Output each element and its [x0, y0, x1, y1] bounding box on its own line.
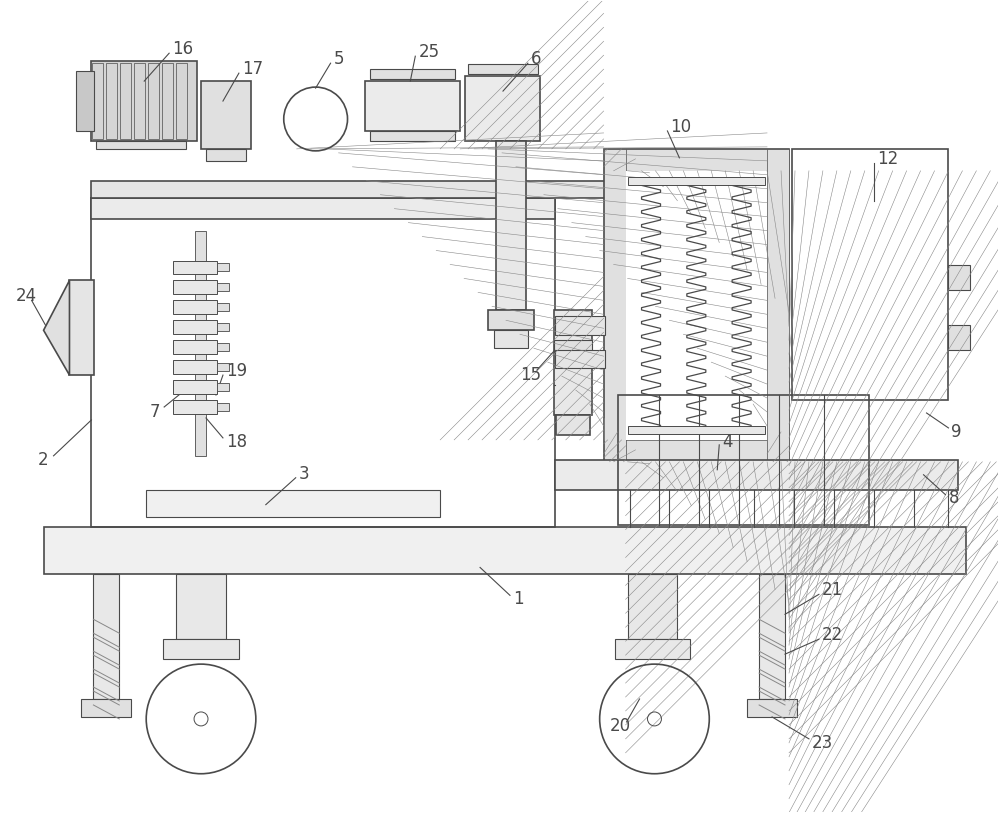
Bar [76, 72, 94, 131]
Text: 24: 24 [16, 287, 37, 306]
Bar [948, 325, 970, 350]
Text: 4: 4 [722, 433, 733, 451]
Bar [217, 284, 229, 291]
Text: 3: 3 [299, 465, 309, 483]
Text: 1: 1 [513, 590, 524, 608]
Bar [91, 61, 197, 141]
Bar [173, 260, 217, 275]
Bar [465, 76, 540, 141]
Bar [747, 699, 797, 717]
Bar [948, 266, 970, 290]
Bar [365, 81, 460, 131]
Bar [173, 380, 217, 394]
Text: 20: 20 [610, 717, 631, 735]
Bar [81, 699, 131, 717]
Bar [162, 63, 173, 139]
Bar [370, 69, 455, 79]
Text: 25: 25 [418, 43, 439, 61]
Bar [604, 149, 789, 462]
Bar [106, 63, 117, 139]
Bar [176, 63, 187, 139]
Text: 12: 12 [877, 150, 898, 167]
Bar [173, 280, 217, 294]
Polygon shape [44, 280, 69, 375]
Bar [628, 176, 765, 185]
Bar [173, 400, 217, 414]
Bar [217, 403, 229, 411]
Text: 7: 7 [149, 403, 160, 421]
Bar [148, 63, 159, 139]
Bar [628, 575, 677, 639]
Bar [217, 263, 229, 272]
Bar [604, 440, 789, 462]
Text: 9: 9 [951, 423, 962, 441]
Text: 23: 23 [812, 734, 833, 752]
Bar [201, 81, 251, 149]
Bar [44, 527, 966, 575]
Bar [92, 63, 103, 139]
Bar [554, 311, 592, 415]
Bar [217, 324, 229, 331]
Bar [468, 64, 538, 74]
Bar [615, 639, 690, 659]
Bar [91, 180, 671, 198]
Text: 10: 10 [670, 118, 692, 136]
Bar [767, 149, 789, 462]
Bar [176, 575, 226, 639]
Text: 5: 5 [334, 50, 344, 68]
Bar [370, 131, 455, 141]
Bar [556, 415, 590, 435]
Bar [69, 280, 94, 375]
Bar [488, 311, 534, 330]
Text: 21: 21 [822, 581, 843, 599]
Text: 2: 2 [38, 451, 48, 469]
Bar [173, 300, 217, 315]
Bar [555, 316, 605, 335]
Text: 17: 17 [242, 60, 263, 78]
Bar [496, 141, 526, 311]
Bar [173, 320, 217, 334]
Bar [96, 141, 186, 149]
Bar [217, 303, 229, 311]
Text: 19: 19 [226, 362, 247, 380]
Bar [555, 350, 605, 368]
Text: 16: 16 [172, 40, 193, 59]
Bar [555, 460, 958, 489]
Bar [91, 198, 555, 527]
Bar [120, 63, 131, 139]
Bar [494, 330, 528, 348]
Bar [217, 363, 229, 371]
Text: 8: 8 [948, 489, 959, 506]
Bar [206, 149, 246, 161]
Bar [93, 575, 119, 699]
Bar [217, 383, 229, 391]
Bar [173, 360, 217, 374]
Bar [91, 198, 555, 219]
Bar [618, 395, 869, 524]
Text: 6: 6 [531, 50, 541, 68]
Bar [626, 171, 767, 440]
Bar [554, 340, 592, 352]
Bar [173, 340, 217, 354]
Bar [604, 149, 789, 171]
Bar [628, 426, 765, 434]
Text: 22: 22 [822, 626, 843, 644]
Bar [163, 639, 239, 659]
Bar [195, 231, 206, 456]
Bar [759, 575, 785, 699]
Bar [146, 489, 440, 516]
Text: 15: 15 [520, 366, 541, 384]
Bar [134, 63, 145, 139]
Bar [792, 149, 948, 400]
Text: 18: 18 [226, 433, 247, 451]
Bar [604, 149, 626, 462]
Bar [217, 343, 229, 351]
